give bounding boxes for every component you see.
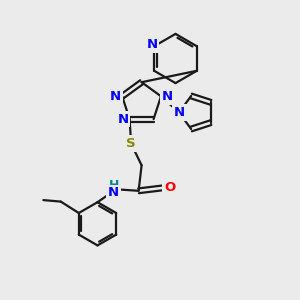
- Text: N: N: [162, 90, 173, 103]
- Text: H: H: [109, 179, 119, 192]
- Text: N: N: [146, 38, 158, 52]
- Text: S: S: [126, 137, 136, 150]
- Text: N: N: [174, 106, 185, 119]
- Text: O: O: [164, 181, 176, 194]
- Text: N: N: [110, 90, 121, 103]
- Text: N: N: [108, 186, 119, 200]
- Text: N: N: [117, 112, 129, 126]
